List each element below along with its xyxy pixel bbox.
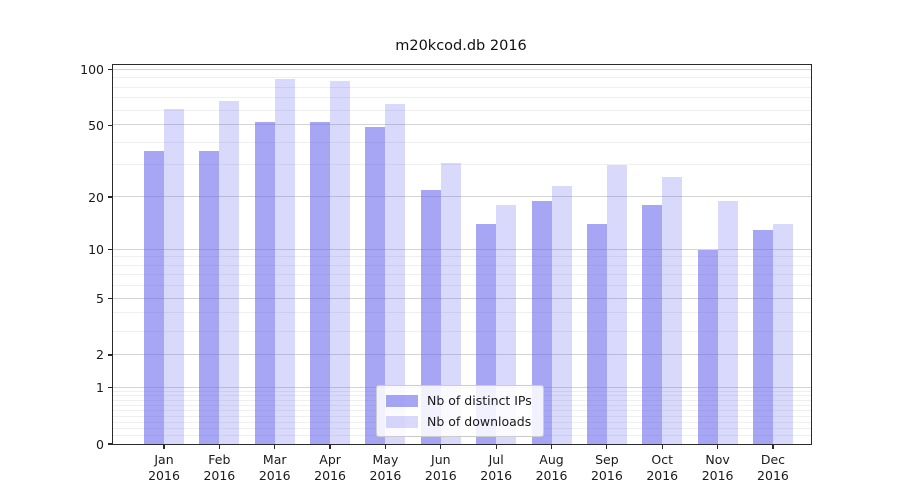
x-tick-label-jun: Jun 2016 xyxy=(424,452,457,483)
x-tick-label-dec: Dec 2016 xyxy=(757,452,789,483)
x-tick-mark xyxy=(384,444,387,449)
bar-ips-may xyxy=(365,126,386,444)
x-tick-label-jul: Jul 2016 xyxy=(480,452,513,483)
bar-downloads-jun xyxy=(440,162,461,444)
gridline-minor xyxy=(113,264,811,266)
x-tick-label-may: May 2016 xyxy=(369,452,402,483)
y-tick-mark xyxy=(108,248,113,251)
gridline-minor xyxy=(113,256,811,258)
plot-area: 0 1 2 5 10 20 50 100 Jan 2016 Feb 2016 Mar 2016 Apr 20… xyxy=(80,62,812,483)
bar-ips-jun xyxy=(420,189,441,444)
x-tick-mark xyxy=(606,444,608,449)
y-tick-label-2: 2 xyxy=(96,347,104,363)
x-tick-label-sep: Sep 2016 xyxy=(590,452,623,483)
bar-downloads-may xyxy=(385,104,406,444)
legend-swatch-downloads-icon xyxy=(386,415,418,428)
gridline-minor xyxy=(113,77,811,79)
legend: Nb of distinct IPs Nb of downloads xyxy=(376,385,544,437)
legend-row-downloads: Nb of downloads xyxy=(386,414,532,429)
y-tick-mark xyxy=(108,196,113,198)
x-tick-mark xyxy=(274,444,276,449)
x-tick-label-nov: Nov 2016 xyxy=(701,452,734,483)
page-title: m20kcod.db 2016 xyxy=(395,38,527,54)
gridline-major-20 xyxy=(113,196,811,198)
bar-ips-feb xyxy=(199,151,220,444)
x-tick-label-jan: Jan 2016 xyxy=(148,452,180,483)
bar-ips-oct xyxy=(642,205,663,444)
gridline-minor xyxy=(113,86,811,88)
y-tick-mark xyxy=(108,387,113,389)
y-tick-label-100: 100 xyxy=(80,62,104,78)
x-tick-mark xyxy=(218,444,220,449)
y-tick-label-20: 20 xyxy=(88,189,104,205)
bar-downloads-sep xyxy=(606,165,627,444)
gridline-minor xyxy=(113,141,811,143)
y-tick-mark xyxy=(108,298,113,300)
bar-downloads-oct xyxy=(662,176,683,444)
x-tick-mark xyxy=(163,444,165,449)
x-tick-mark xyxy=(717,444,719,449)
bar-ips-nov xyxy=(697,249,718,444)
x-tick-mark xyxy=(772,444,774,449)
gridline-minor xyxy=(113,330,811,332)
y-tick-label-1: 1 xyxy=(96,380,104,396)
bar-downloads-mar xyxy=(274,79,295,444)
gridline-minor xyxy=(113,164,811,166)
bar-ips-aug xyxy=(531,201,552,444)
y-tick-label-0: 0 xyxy=(96,436,104,452)
x-tick-label-aug: Aug 2016 xyxy=(535,452,568,483)
gridline-minor xyxy=(113,109,811,111)
y-tick-mark xyxy=(108,124,113,126)
bar-downloads-dec xyxy=(772,224,793,444)
y-tick-mark xyxy=(108,354,113,356)
gridline-minor xyxy=(113,97,811,99)
x-tick-label-oct: Oct 2016 xyxy=(646,452,679,483)
bar-downloads-jul xyxy=(496,205,517,444)
gridline-minor xyxy=(113,312,811,314)
gridline-major-5 xyxy=(113,297,811,299)
bar-ips-jan xyxy=(144,151,164,444)
legend-label-ips: Nb of distinct IPs xyxy=(427,393,532,408)
x-tick-mark xyxy=(495,444,497,449)
x-tick-mark xyxy=(440,444,442,449)
gridline-major-10 xyxy=(113,248,811,250)
gridline-major-50 xyxy=(113,124,811,126)
x-tick-mark xyxy=(661,444,663,449)
y-tick-mark xyxy=(108,443,113,445)
gridline-minor xyxy=(113,285,811,287)
x-tick-label-feb: Feb 2016 xyxy=(203,452,236,483)
y-tick-mark xyxy=(108,69,113,71)
gridline-major-2 xyxy=(113,353,811,355)
bar-downloads-feb xyxy=(219,100,240,444)
y-tick-label-5: 5 xyxy=(96,291,104,307)
x-tick-label-mar: Mar 2016 xyxy=(258,452,291,483)
bar-ips-apr xyxy=(310,121,331,444)
bar-downloads-apr xyxy=(330,80,351,444)
bar-downloads-aug xyxy=(551,186,572,444)
y-tick-label-10: 10 xyxy=(88,242,104,258)
bar-ips-dec xyxy=(752,229,773,444)
x-tick-mark xyxy=(329,444,331,449)
bar-ips-mar xyxy=(254,121,275,444)
bar-downloads-jan xyxy=(164,109,184,444)
x-tick-mark xyxy=(550,444,553,449)
legend-swatch-ips-icon xyxy=(386,394,418,407)
legend-row-ips: Nb of distinct IPs xyxy=(386,393,532,408)
gridline-major-100 xyxy=(113,68,811,70)
legend-label-downloads: Nb of downloads xyxy=(427,414,532,429)
bar-downloads-nov xyxy=(717,201,738,444)
bar-ips-sep xyxy=(586,224,607,444)
x-tick-label-apr: Apr 2016 xyxy=(314,452,346,483)
y-tick-label-50: 50 xyxy=(88,117,104,133)
gridline-minor xyxy=(113,274,811,276)
